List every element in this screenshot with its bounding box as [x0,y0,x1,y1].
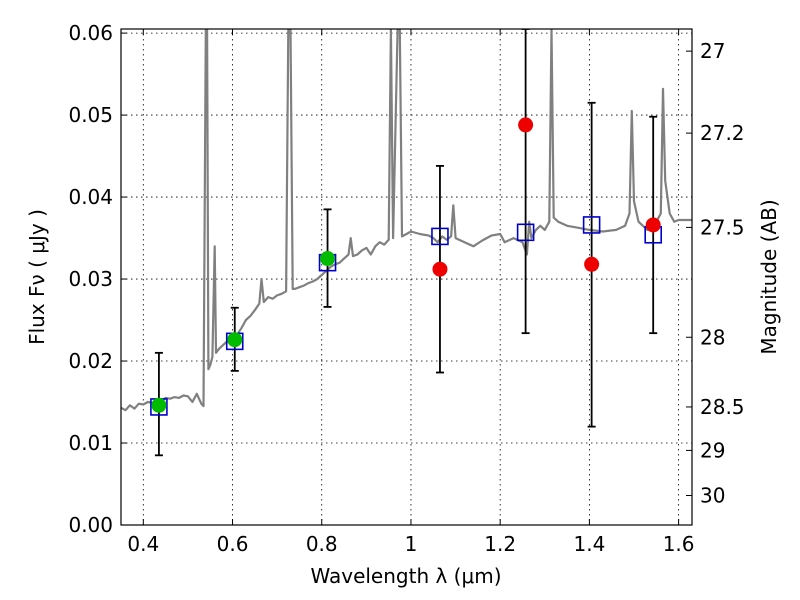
x-tick-label: 0.4 [127,532,159,556]
y2-tick-label: 29 [700,438,725,462]
x-axis-label: Wavelength λ (μm) [310,564,501,588]
x-tick-label: 0.8 [306,532,338,556]
observed-flux-point [320,251,336,267]
y-tick-label: 0.06 [68,21,113,45]
y2-tick-label: 27 [700,39,725,63]
observed-flux-point [645,217,661,233]
observed-flux-point [151,397,167,413]
y2-axis-label: Magnitude (AB) [757,199,781,354]
x-tick-label: 1.2 [484,532,516,556]
y-axis-label: Flux Fν ( μJy ) [25,209,49,345]
model-photometry-square [582,216,601,234]
y-tick-label: 0.01 [68,431,113,455]
observed-flux-point [432,261,448,277]
axes: 0.4 0.6 0.8 1 1.2 1.4 1.6 0.00 0.01 0.02 0.03 0.04 0… [68,21,744,556]
model-spectrum-line [121,29,692,412]
y-tick-label: 0.03 [68,267,113,291]
model-photometry-square [516,223,535,242]
y2-tick-label: 28.5 [700,395,745,419]
x-tick-label: 1.4 [573,532,605,556]
y2-tick-label: 30 [700,483,725,507]
observed-flux-point [584,256,600,272]
y-tick-label: 0.05 [68,103,113,127]
y-tick-label: 0.04 [68,185,113,209]
x-tick-label: 1 [405,532,418,556]
y2-tick-label: 27.5 [700,215,745,239]
x-tick-label: 1.6 [663,532,695,556]
plot-frame [120,28,693,526]
model-photometry-square [431,227,449,246]
y-tick-label: 0.02 [68,349,113,373]
observed-flux-point [227,332,243,348]
plot-data [121,29,692,457]
x-tick-label: 0.6 [217,532,249,556]
observed-flux-point [518,117,534,133]
y2-tick-label: 28 [700,325,725,349]
y-tick-label: 0.00 [68,513,113,537]
y2-tick-label: 27.2 [700,121,745,145]
